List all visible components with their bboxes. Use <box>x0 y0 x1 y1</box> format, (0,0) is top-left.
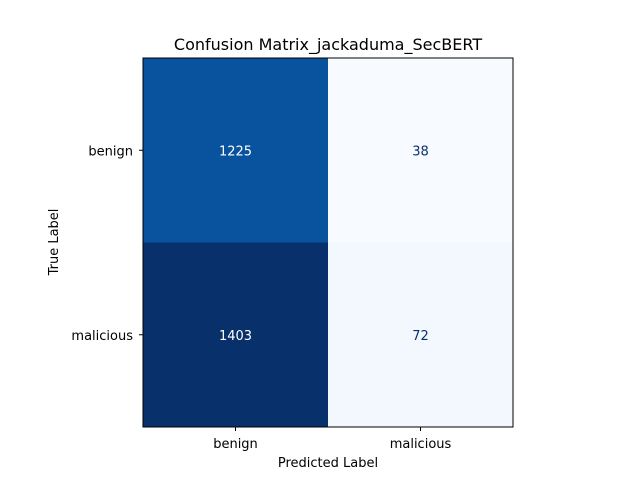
cell-value-benign-malicious: 38 <box>412 144 429 159</box>
chart-title: Confusion Matrix_jackaduma_SecBERT <box>174 35 482 55</box>
cell-value-benign-benign: 1225 <box>219 144 252 159</box>
heatmap-cell-benign-benign <box>143 58 328 243</box>
cell-value-malicious-benign: 1403 <box>219 329 252 344</box>
x-tick-label-benign: benign <box>213 437 258 452</box>
x-axis-label: Predicted Label <box>278 456 378 471</box>
heatmap-cell-malicious-malicious <box>328 242 513 427</box>
y-tick-label-malicious: malicious <box>71 329 133 344</box>
heatmap-cell-malicious-benign <box>143 242 328 427</box>
heatmap-cells: 1225 38 1403 72 <box>143 58 513 427</box>
heatmap-cell-benign-malicious <box>328 58 513 243</box>
x-tick-label-malicious: malicious <box>390 437 452 452</box>
x-axis-ticks: benign malicious <box>213 427 452 452</box>
y-tick-label-benign: benign <box>88 144 133 159</box>
plot-frame <box>142 57 514 428</box>
cell-value-malicious-malicious: 72 <box>412 329 429 344</box>
y-axis-ticks: benign malicious <box>71 144 143 344</box>
y-axis-label: True Label <box>47 209 62 277</box>
